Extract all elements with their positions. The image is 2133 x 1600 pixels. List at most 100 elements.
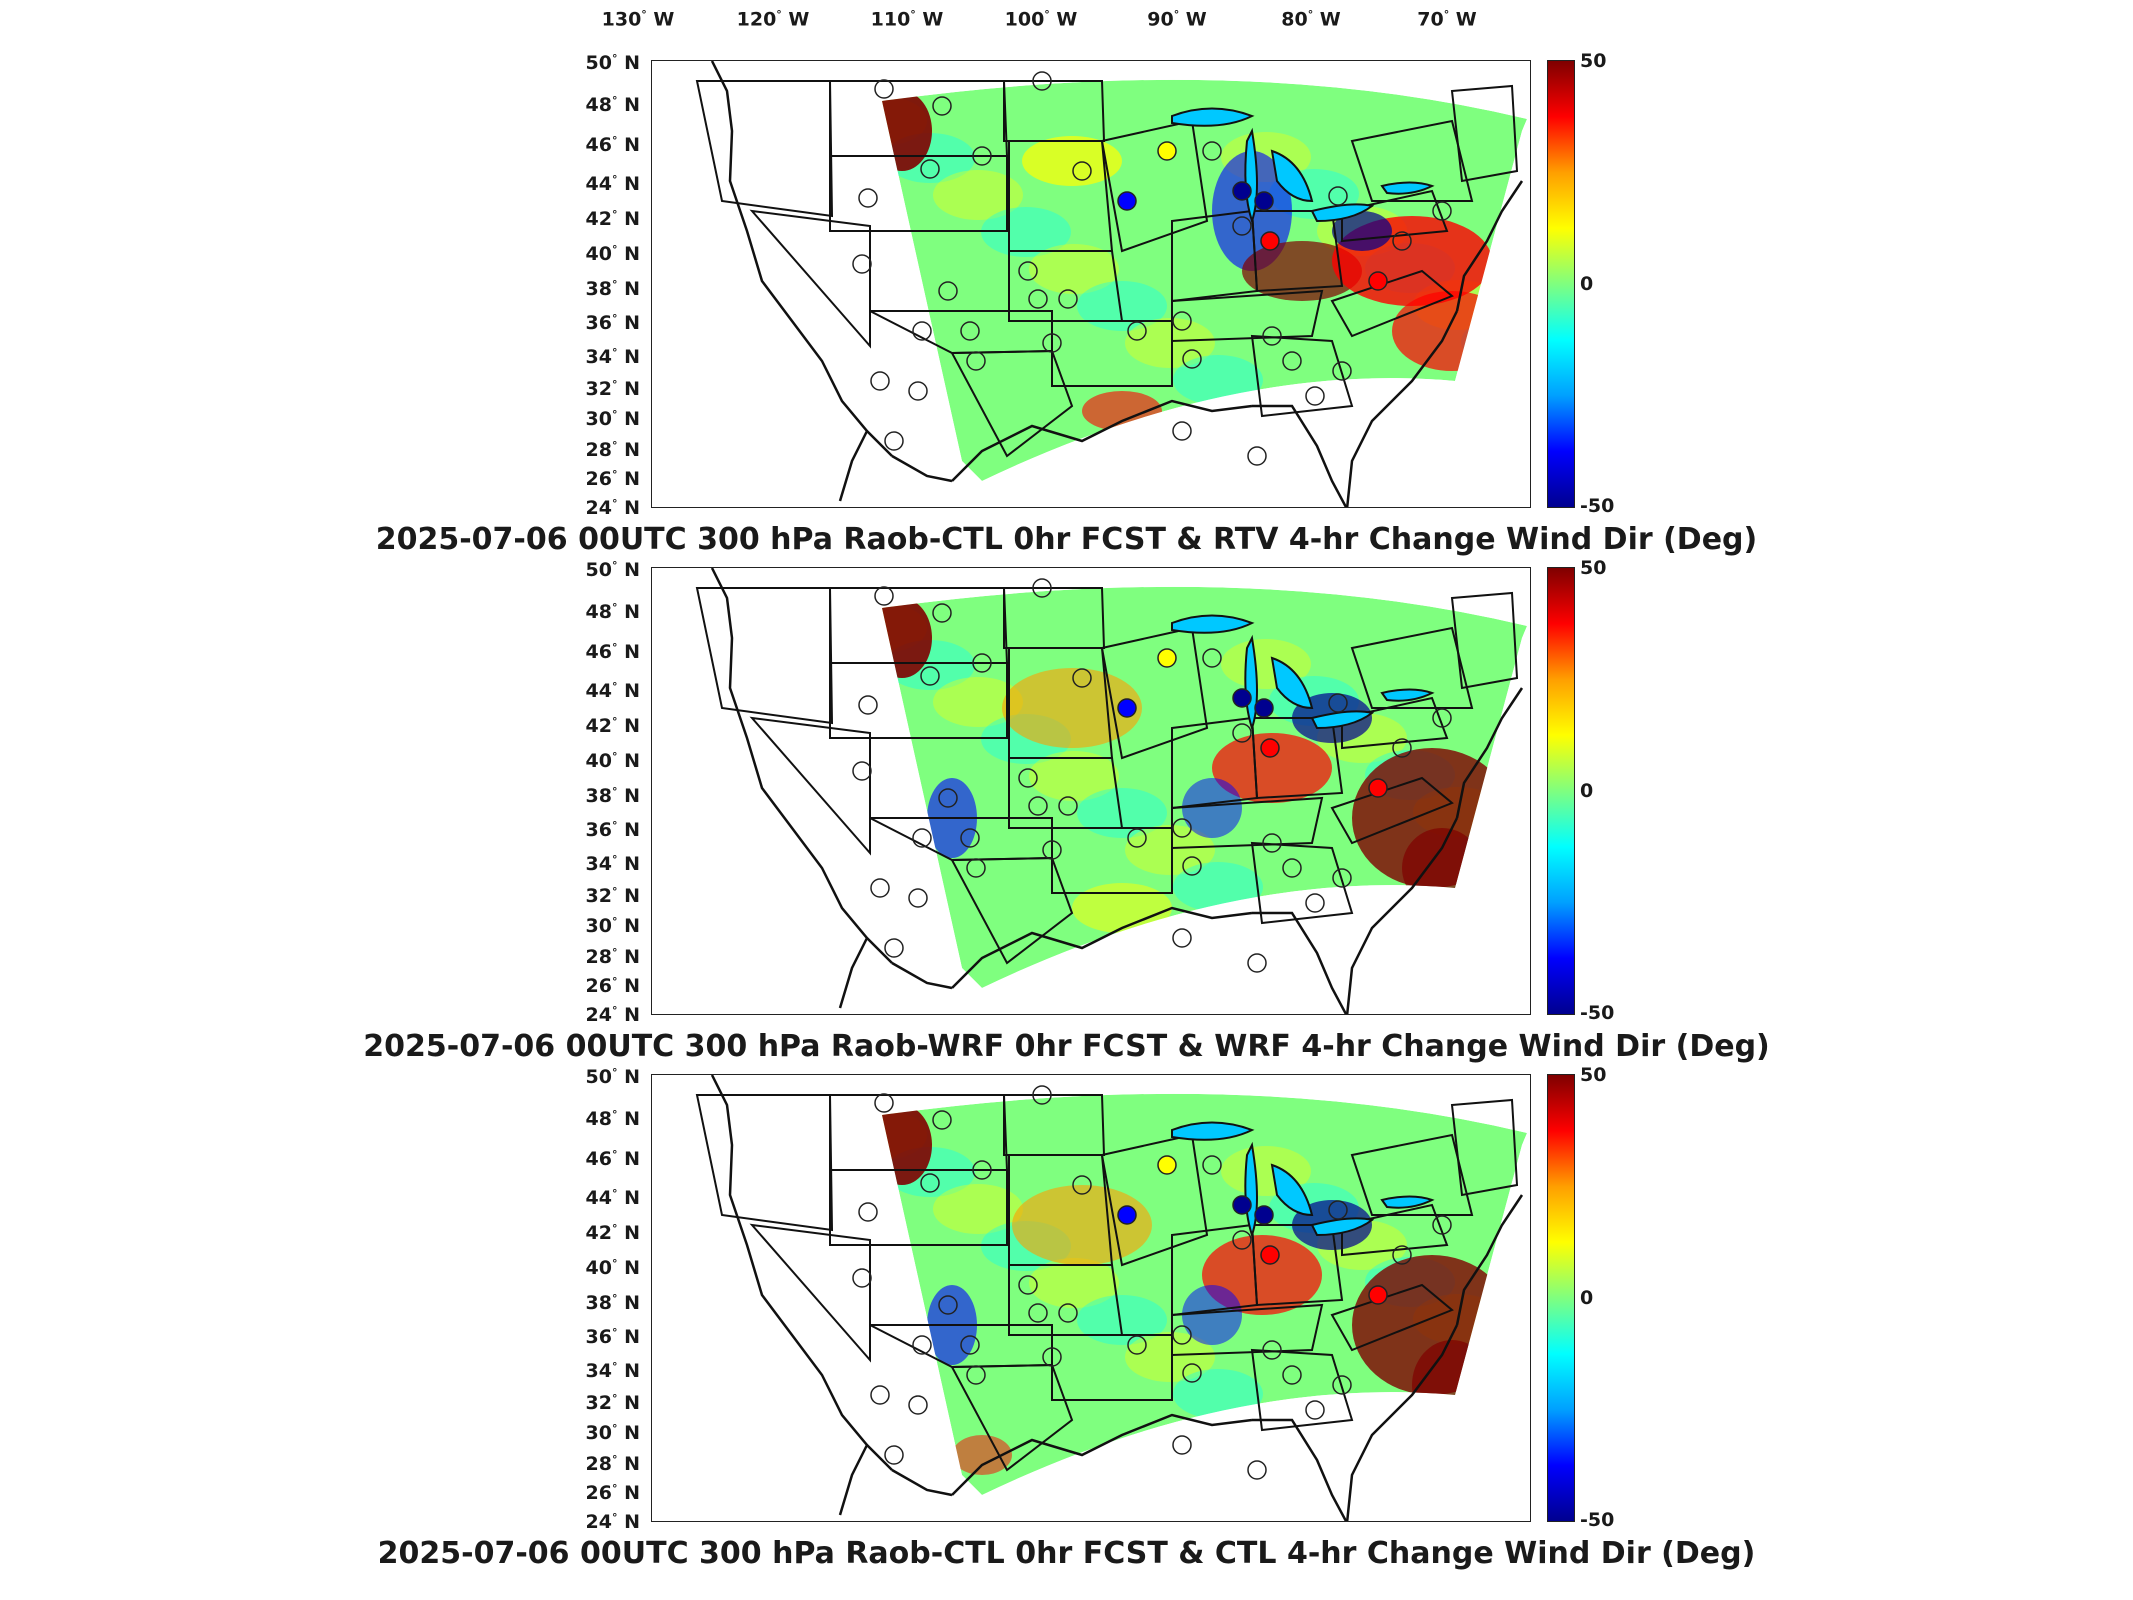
map-panel-wrf: 50 0 -50 2025-07-06 00UTC 300 hPa Raob-W… [0, 557, 2133, 1092]
coastline [891, 961, 953, 990]
state-boundary [950, 1363, 1074, 1472]
raob-station-marker [1262, 326, 1282, 346]
state-boundary [1450, 591, 1519, 690]
state-boundary [1250, 1224, 1344, 1307]
raob-station-marker [1042, 1347, 1062, 1367]
state-boundary [1330, 776, 1454, 845]
anomaly-region [952, 1435, 1012, 1475]
latitude-label: 50° N [585, 51, 640, 75]
raob-station-marker [1028, 1303, 1048, 1323]
raob-station-marker [1202, 141, 1222, 161]
latitude-label: 48° N [585, 1107, 640, 1131]
raob-station-marker [932, 603, 952, 623]
raob-station-marker [938, 788, 958, 808]
coastline [951, 1413, 1253, 1496]
field-texture [981, 207, 1071, 257]
latitude-label: 40° N [585, 242, 640, 266]
great-lake [1380, 688, 1435, 702]
anomaly-region [1402, 828, 1482, 908]
raob-station-marker [1282, 351, 1302, 371]
field-texture [1461, 317, 1527, 367]
great-lake [1171, 107, 1255, 127]
raob-station-marker [1172, 818, 1192, 838]
longitude-label: 130° W [601, 8, 675, 31]
anomaly-region [1072, 883, 1172, 933]
raob-station-marker [1392, 231, 1412, 251]
anomaly-region [1002, 668, 1142, 748]
state-boundary [1171, 1303, 1324, 1357]
state-boundary [695, 80, 834, 218]
raob-station-marker [1018, 1275, 1038, 1295]
colorbar [1547, 60, 1575, 508]
latitude-label: 30° N [585, 407, 640, 431]
latitude-label: 24° N [585, 496, 640, 520]
longitude-label: 80° W [1281, 8, 1341, 31]
latitude-label: 26° N [585, 467, 640, 491]
coastline [1252, 404, 1348, 507]
raob-station-marker [1117, 698, 1137, 718]
raob-station-marker [1117, 1205, 1137, 1225]
raob-station-marker [1072, 668, 1092, 688]
latitude-label: 44° N [585, 679, 640, 703]
raob-station-marker [1232, 1230, 1252, 1250]
coastline [1345, 817, 1459, 1014]
anomaly-region [1412, 1340, 1492, 1430]
state-boundary [1350, 119, 1474, 202]
longitude-axis-labels: 130° W 120° W 110° W 100° W 90° W 80° W 70° W [0, 0, 2133, 40]
raob-station-marker [1172, 1435, 1192, 1455]
raob-station-marker [1182, 1363, 1202, 1383]
state-boundary [1171, 796, 1324, 850]
raob-station-marker [1018, 768, 1038, 788]
field-texture [1029, 244, 1119, 294]
latitude-label: 34° N [585, 345, 640, 369]
longitude-label: 120° W [736, 8, 810, 31]
raob-station-marker [1157, 141, 1177, 161]
state-boundary [1171, 289, 1324, 343]
great-lake [1310, 710, 1375, 730]
latitude-label: 26° N [585, 974, 640, 998]
coastline [1345, 1324, 1459, 1521]
raob-station-marker [1058, 1303, 1078, 1323]
raob-station-marker [852, 1268, 872, 1288]
raob-station-marker [874, 1093, 894, 1113]
field-texture [1125, 1332, 1215, 1382]
anomaly-region [1212, 733, 1332, 803]
great-lake [1171, 1121, 1255, 1141]
panel-title: 2025-07-06 00UTC 300 hPa Raob-CTL 0hr FC… [375, 522, 1758, 557]
raob-station-marker [1172, 421, 1192, 441]
raob-station-marker [884, 1445, 904, 1465]
colorbar [1547, 1074, 1575, 1522]
raob-station-marker [972, 146, 992, 166]
raob-station-marker [1368, 778, 1388, 798]
raob-station-marker [1432, 1215, 1452, 1235]
state-boundary [1330, 1283, 1454, 1352]
raob-station-marker [1328, 1200, 1348, 1220]
raob-station-marker [1262, 1340, 1282, 1360]
field-texture [1077, 1295, 1167, 1345]
raob-station-marker [920, 159, 940, 179]
raob-station-marker [1262, 833, 1282, 853]
raob-station-marker [1392, 738, 1412, 758]
coastline [951, 399, 1253, 482]
state-boundary [1250, 334, 1354, 418]
coastline [1455, 180, 1524, 312]
great-lake [1270, 1163, 1314, 1217]
anomaly-region [1022, 136, 1122, 186]
state-boundary [1350, 626, 1474, 709]
great-lake [1380, 1195, 1435, 1209]
longitude-label: 110° W [870, 8, 944, 31]
coastline [1252, 1418, 1348, 1521]
latitude-label: 46° N [585, 640, 640, 664]
colorbar-min-label: -50 [1580, 1002, 1615, 1024]
colorbar-mid-label: 0 [1580, 1287, 1594, 1309]
raob-station-marker [1328, 186, 1348, 206]
raob-station-marker [1254, 1205, 1274, 1225]
state-boundary [1341, 189, 1449, 243]
raob-station-marker [874, 586, 894, 606]
state-boundary [1250, 717, 1344, 800]
latitude-label: 34° N [585, 852, 640, 876]
raob-station-marker [1232, 688, 1252, 708]
longitude-label: 90° W [1147, 8, 1207, 31]
anomaly-region [882, 421, 947, 461]
field-texture [1461, 824, 1527, 874]
